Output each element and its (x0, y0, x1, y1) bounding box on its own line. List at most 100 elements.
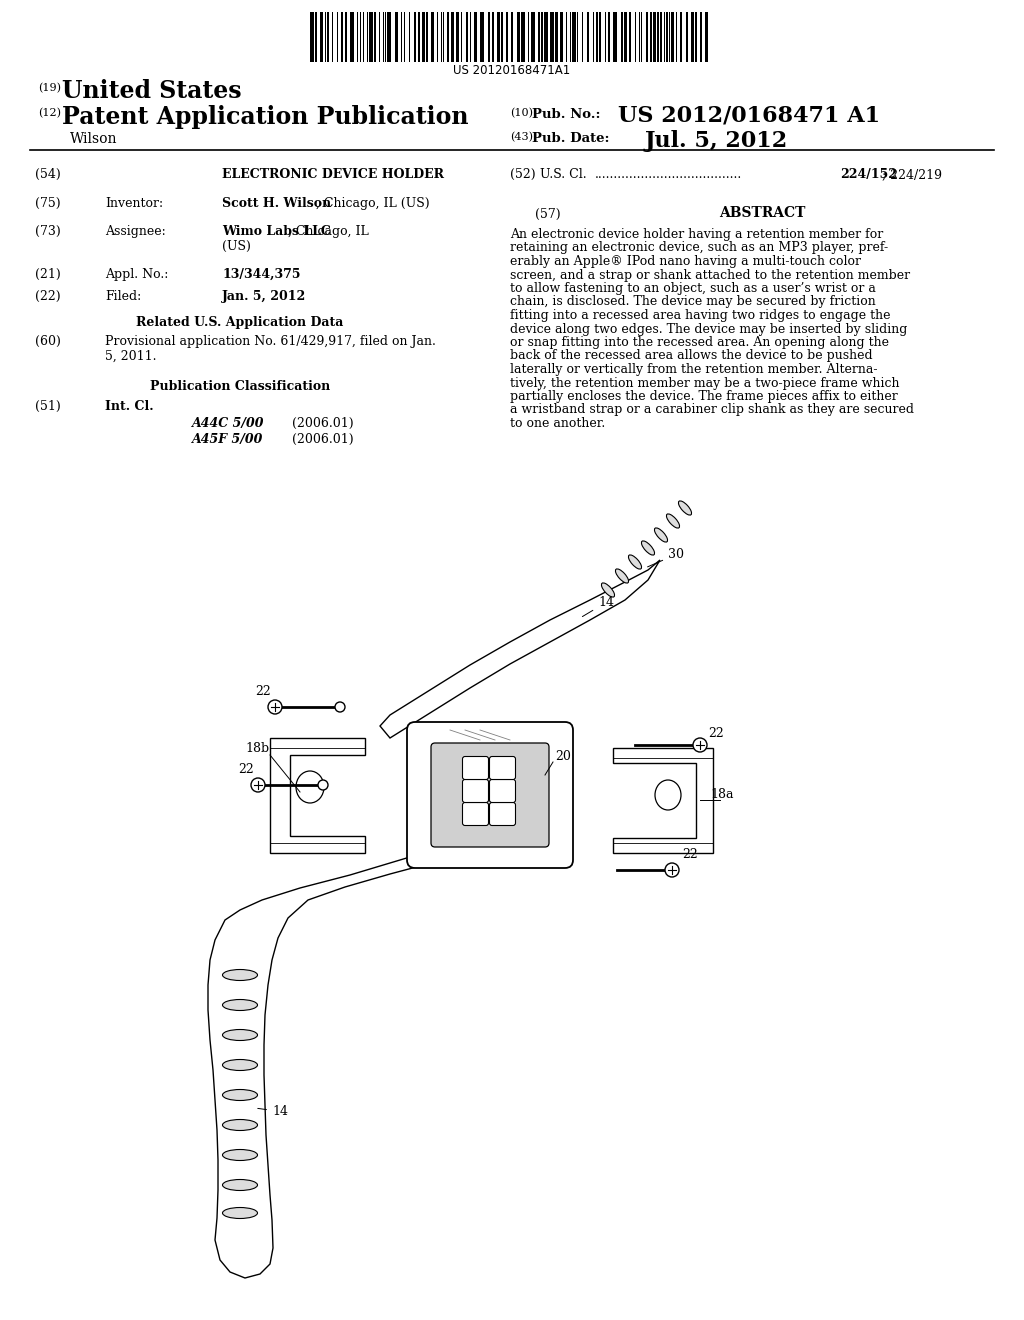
Text: Pub. No.:: Pub. No.: (532, 108, 600, 121)
Ellipse shape (222, 1150, 257, 1160)
Text: ELECTRONIC DEVICE HOLDER: ELECTRONIC DEVICE HOLDER (222, 168, 444, 181)
Bar (541, 12, 544, 62)
Circle shape (268, 700, 282, 714)
Bar (625, 12, 627, 62)
FancyBboxPatch shape (407, 722, 573, 869)
Bar (635, 12, 636, 62)
Text: 22: 22 (255, 685, 270, 698)
Ellipse shape (641, 541, 654, 556)
Text: US 20120168471A1: US 20120168471A1 (454, 63, 570, 77)
Bar (364, 12, 365, 62)
Bar (629, 12, 632, 62)
Text: 18a: 18a (710, 788, 733, 801)
Text: ; 224/219: ; 224/219 (882, 168, 942, 181)
Text: 22: 22 (238, 763, 254, 776)
Bar (621, 12, 623, 62)
Bar (385, 12, 386, 62)
Bar (470, 12, 471, 62)
Bar (695, 12, 696, 62)
FancyBboxPatch shape (463, 756, 488, 780)
Text: (43): (43) (510, 132, 534, 143)
Bar (672, 12, 674, 62)
Bar (414, 12, 417, 62)
Bar (555, 12, 558, 62)
Ellipse shape (296, 771, 324, 803)
Bar (383, 12, 384, 62)
Text: Provisional application No. 61/429,917, filed on Jan.: Provisional application No. 61/429,917, … (105, 335, 436, 348)
Bar (374, 12, 377, 62)
Text: (19): (19) (38, 83, 61, 94)
Text: 5, 2011.: 5, 2011. (105, 350, 157, 363)
Ellipse shape (222, 1060, 257, 1071)
Text: Pub. Date:: Pub. Date: (532, 132, 609, 145)
Bar (457, 12, 459, 62)
Bar (649, 12, 652, 62)
Bar (582, 12, 583, 62)
Bar (466, 12, 468, 62)
Text: Jan. 5, 2012: Jan. 5, 2012 (222, 290, 306, 304)
Bar (370, 12, 373, 62)
Circle shape (665, 863, 679, 876)
Ellipse shape (629, 554, 642, 569)
Bar (605, 12, 606, 62)
Circle shape (318, 780, 328, 789)
Bar (517, 12, 520, 62)
FancyBboxPatch shape (463, 780, 488, 803)
Bar (418, 12, 420, 62)
Bar (608, 12, 609, 62)
Bar (332, 12, 333, 62)
Text: An electronic device holder having a retention member for: An electronic device holder having a ret… (510, 228, 884, 242)
Text: (54): (54) (35, 168, 60, 181)
Text: (57): (57) (535, 209, 560, 220)
Ellipse shape (222, 1208, 257, 1218)
Bar (656, 12, 659, 62)
Bar (426, 12, 428, 62)
Bar (501, 12, 504, 62)
Text: 22: 22 (682, 847, 697, 861)
Bar (440, 12, 441, 62)
Bar (527, 12, 528, 62)
Bar (706, 12, 708, 62)
Bar (452, 12, 454, 62)
Text: 30: 30 (647, 548, 684, 566)
Bar (641, 12, 642, 62)
Bar (596, 12, 598, 62)
Bar (578, 12, 579, 62)
Polygon shape (208, 836, 490, 1278)
Bar (379, 12, 380, 62)
Bar (337, 12, 338, 62)
Bar (653, 12, 655, 62)
Text: (2006.01): (2006.01) (292, 433, 353, 446)
Bar (669, 12, 670, 62)
Text: Inventor:: Inventor: (105, 197, 163, 210)
FancyBboxPatch shape (489, 756, 515, 780)
Text: US 2012/0168471 A1: US 2012/0168471 A1 (618, 106, 880, 127)
Bar (587, 12, 589, 62)
Bar (569, 12, 571, 62)
Polygon shape (612, 747, 713, 853)
Text: (10): (10) (510, 108, 534, 119)
Ellipse shape (222, 1119, 257, 1130)
Bar (394, 12, 398, 62)
Text: tively, the retention member may be a two-piece frame which: tively, the retention member may be a tw… (510, 376, 899, 389)
Text: Patent Application Publication: Patent Application Publication (62, 106, 469, 129)
Bar (437, 12, 438, 62)
Bar (480, 12, 484, 62)
Text: Assignee:: Assignee: (105, 224, 166, 238)
Bar (680, 12, 682, 62)
Bar (690, 12, 694, 62)
Text: (21): (21) (35, 268, 60, 281)
Polygon shape (270, 738, 365, 853)
Text: Scott H. Wilson: Scott H. Wilson (222, 197, 331, 210)
Bar (646, 12, 648, 62)
Bar (443, 12, 444, 62)
Text: or snap fitting into the recessed area. An opening along the: or snap fitting into the recessed area. … (510, 337, 889, 348)
Text: Wimo Labs LLC: Wimo Labs LLC (222, 224, 331, 238)
Bar (341, 12, 343, 62)
Text: 14: 14 (258, 1105, 288, 1118)
Bar (487, 12, 490, 62)
Text: partially encloses the device. The frame pieces affix to either: partially encloses the device. The frame… (510, 389, 898, 403)
Bar (665, 12, 666, 62)
Text: Wilson: Wilson (70, 132, 118, 147)
Ellipse shape (222, 1180, 257, 1191)
